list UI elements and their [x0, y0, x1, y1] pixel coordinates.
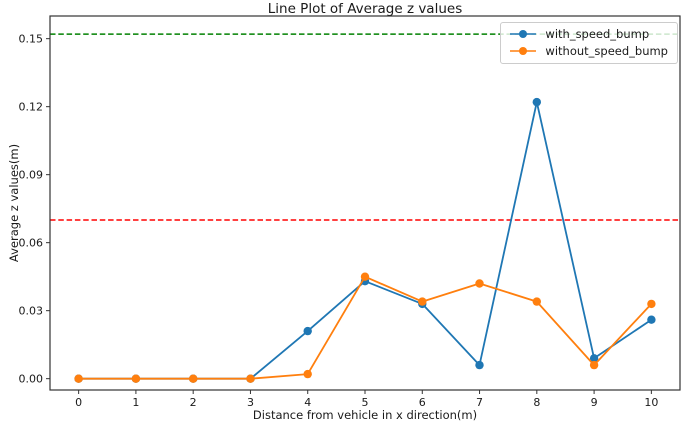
x-tick-label: 4 [304, 396, 311, 409]
x-tick-label: 10 [644, 396, 658, 409]
marker-without_speed_bump [360, 272, 370, 281]
marker-with_speed_bump [475, 360, 484, 370]
legend-label-with-speed-bump: with_speed_bump [545, 27, 650, 41]
x-tick-label: 9 [591, 396, 598, 409]
marker-with_speed_bump [532, 97, 541, 107]
marker-with_speed_bump [303, 326, 312, 336]
marker-without_speed_bump [303, 369, 312, 379]
marker-without_speed_bump [418, 297, 427, 306]
marker-without_speed_bump [532, 297, 541, 306]
series-line-without_speed_bump [78, 275, 653, 380]
chart-title: Line Plot of Average z values [267, 1, 463, 17]
y-tick-label: 0.12 [19, 101, 44, 114]
y-tick-label: 0.06 [19, 237, 44, 250]
marker-with_speed_bump [589, 354, 599, 363]
x-tick-label: 2 [190, 396, 197, 409]
marker-without_speed_bump [647, 299, 656, 309]
marker-without_speed_bump [589, 360, 599, 370]
legend: with_speed_bump without_speed_bump [500, 22, 678, 64]
y-tick-label: 0.03 [19, 305, 44, 318]
marker-with_speed_bump [647, 315, 656, 324]
x-tick-label: 5 [362, 396, 369, 409]
legend-marker-without-speed-bump-icon [510, 47, 537, 55]
x-tick-label: 7 [476, 396, 483, 409]
x-tick-label: 0 [75, 396, 82, 409]
x-tick-label: 6 [419, 396, 426, 409]
x-tick-label: 8 [533, 396, 540, 409]
y-tick-label: 0.00 [19, 373, 44, 386]
marker-without_speed_bump [246, 374, 255, 383]
plot-border [49, 15, 681, 391]
y-tick-label: 0.15 [19, 33, 44, 46]
marker-without_speed_bump [189, 374, 198, 383]
legend-item-without-speed-bump: without_speed_bump [508, 44, 668, 58]
marker-without_speed_bump [131, 374, 141, 383]
y-axis-label: Average z values(m) [7, 143, 21, 263]
y-tick-label: 0.09 [19, 169, 44, 182]
series-line-with_speed_bump [78, 101, 652, 380]
x-axis-label: Distance from vehicle in x direction(m) [252, 408, 478, 422]
legend-item-with-speed-bump: with_speed_bump [508, 27, 668, 41]
x-tick-label: 3 [247, 396, 254, 409]
legend-marker-with-speed-bump-icon [510, 30, 537, 38]
marker-without_speed_bump [74, 374, 83, 383]
legend-label-without-speed-bump: without_speed_bump [545, 44, 668, 58]
marker-without_speed_bump [475, 279, 484, 288]
x-tick-label: 1 [132, 396, 139, 409]
